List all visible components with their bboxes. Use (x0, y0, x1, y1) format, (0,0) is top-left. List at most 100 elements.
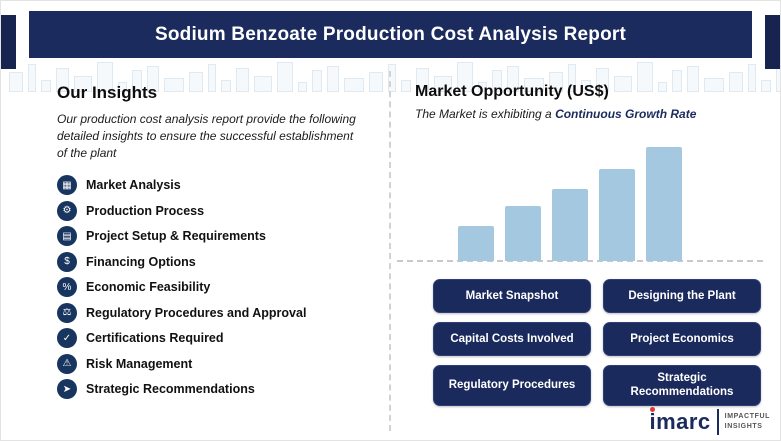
building-shape (524, 78, 544, 92)
insight-item: $ Financing Options (57, 251, 377, 272)
building-shape (344, 78, 364, 92)
insights-heading: Our Insights (57, 83, 158, 102)
building-shape (581, 80, 591, 92)
project-economics-button[interactable]: Project Economics (603, 322, 761, 356)
building-shape (434, 76, 452, 92)
chart-baseline (397, 260, 763, 262)
panel-divider (389, 71, 391, 431)
financing-options-icon: $ (57, 251, 77, 272)
insight-label: Financing Options (86, 254, 196, 269)
building-shape (568, 64, 576, 92)
building-shape (118, 82, 127, 92)
economic-feasibility-icon: % (57, 277, 77, 298)
subtitle-text: The Market is exhibiting a (415, 107, 556, 121)
insight-label: Regulatory Procedures and Approval (86, 305, 307, 320)
insights-list: ▦ Market Analysis ⚙ Production Process ▤ Proj… (57, 175, 377, 400)
building-shape (614, 76, 632, 92)
building-shape (208, 64, 216, 92)
building-shape (147, 66, 159, 92)
logo-brand: imarc (649, 407, 711, 434)
building-shape (596, 68, 609, 92)
building-shape (277, 62, 293, 92)
insight-item: ▦ Market Analysis (57, 175, 377, 196)
market-panel-header: Market Opportunity (US$) The Market is e… (415, 83, 765, 121)
insight-label: Certifications Required (86, 331, 224, 346)
building-shape (672, 70, 682, 92)
building-shape (704, 78, 724, 92)
insight-item: ➤ Strategic Recommendations (57, 379, 377, 400)
chart-bar (599, 169, 635, 261)
subtitle-highlight: Continuous Growth Rate (555, 107, 697, 121)
ribbon-left-cap (1, 15, 16, 69)
building-shape (254, 76, 272, 92)
building-shape (492, 70, 502, 92)
logo-tagline-line2: INSIGHTS (724, 423, 763, 430)
production-process-icon: ⚙ (57, 200, 77, 221)
building-shape (478, 82, 487, 92)
risk-management-icon: ⚠ (57, 353, 77, 374)
building-shape (9, 72, 23, 92)
building-shape (776, 68, 780, 92)
ribbon-right-cap (765, 15, 780, 69)
market-subtitle: The Market is exhibiting a Continuous Gr… (415, 107, 765, 121)
market-analysis-icon: ▦ (57, 175, 77, 196)
bar-chart (458, 147, 688, 261)
chart-bar (505, 206, 541, 261)
insight-label: Strategic Recommendations (86, 382, 255, 397)
logo-tagline: IMPACTFUL INSIGHTS (725, 412, 770, 432)
building-shape (729, 72, 743, 92)
building-shape (221, 80, 231, 92)
building-shape (327, 66, 339, 92)
regulatory-procedures-button[interactable]: Regulatory Procedures (433, 365, 591, 406)
building-shape (74, 76, 92, 92)
building-shape (164, 78, 184, 92)
building-shape (637, 62, 653, 92)
logo-separator (716, 409, 719, 435)
market-snapshot-button[interactable]: Market Snapshot (433, 279, 591, 313)
page-title: Sodium Benzoate Production Cost Analysis… (154, 23, 627, 45)
report-buttons: Market Snapshot Designing the Plant Capita… (433, 279, 761, 406)
strategic-recommendations-button[interactable]: Strategic Recommendations (603, 365, 761, 406)
building-shape (748, 64, 756, 92)
building-shape (28, 64, 36, 92)
building-shape (298, 82, 307, 92)
chart-bar (646, 147, 682, 261)
building-shape (312, 70, 322, 92)
building-shape (56, 68, 69, 92)
logo-tagline-line1: IMPACTFUL (724, 413, 770, 421)
insight-item: ✓ Certifications Required (57, 328, 377, 349)
building-shape (132, 70, 142, 92)
strategic-recommendations-icon: ➤ (57, 379, 77, 400)
insight-item: ⚖ Regulatory Procedures and Approval (57, 302, 377, 323)
insights-panel: Our Insights Our production cost analysi… (57, 83, 377, 405)
building-shape (457, 62, 473, 92)
building-shape (97, 62, 113, 92)
chart-bar (458, 226, 494, 261)
building-shape (189, 72, 203, 92)
building-shape (507, 66, 519, 92)
building-shape (549, 72, 563, 92)
imarc-logo: imarc IMPACTFUL INSIGHTS (649, 407, 770, 435)
capital-costs-involved-button[interactable]: Capital Costs Involved (433, 322, 591, 356)
market-heading: Market Opportunity (US$) (415, 83, 609, 100)
insight-label: Economic Feasibility (86, 280, 211, 295)
regulatory-procedures-icon: ⚖ (57, 302, 77, 323)
building-shape (41, 80, 51, 92)
building-shape (416, 68, 429, 92)
insight-item: % Economic Feasibility (57, 277, 377, 298)
building-shape (658, 82, 667, 92)
insight-item: ⚙ Production Process (57, 200, 377, 221)
chart-bar (552, 189, 588, 261)
building-shape (687, 66, 699, 92)
cityscape-background (1, 58, 780, 92)
insight-item: ⚠ Risk Management (57, 353, 377, 374)
building-shape (369, 72, 383, 92)
insight-label: Risk Management (86, 356, 193, 371)
insight-label: Project Setup & Requirements (86, 229, 266, 244)
building-shape (236, 68, 249, 92)
building-shape (401, 80, 411, 92)
insight-label: Production Process (86, 203, 205, 218)
project-setup-icon: ▤ (57, 226, 77, 247)
designing-the-plant-button[interactable]: Designing the Plant (603, 279, 761, 313)
